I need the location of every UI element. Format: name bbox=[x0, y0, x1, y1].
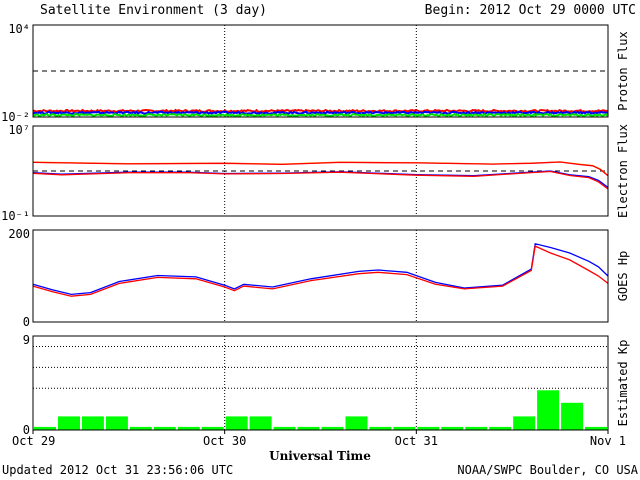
kp-bar bbox=[201, 426, 224, 430]
x-tick-labels: Oct 29 Oct 30 Oct 31 Nov 1 bbox=[12, 430, 626, 448]
series-red-line bbox=[32, 170, 609, 190]
begin-time: Begin: 2012 Oct 29 0000 UTC bbox=[425, 3, 636, 18]
series-green-line bbox=[32, 112, 609, 118]
kp-bar bbox=[561, 402, 584, 430]
series-red-line bbox=[32, 108, 608, 114]
kp-bar bbox=[297, 426, 320, 430]
kp-bar bbox=[34, 426, 56, 430]
panel-4: 9 0 Estimated Kp bbox=[23, 333, 630, 437]
panel-ylabel: GOES Hp bbox=[616, 251, 630, 302]
series-red-line bbox=[32, 161, 609, 177]
panel-ylabel: Estimated Kp bbox=[616, 340, 630, 427]
panel-ylabel: Electron Flux bbox=[616, 124, 630, 218]
kp-bar bbox=[58, 416, 80, 430]
panel-frame bbox=[32, 229, 609, 323]
kp-bar bbox=[321, 426, 344, 430]
credit: NOAA/SWPC Boulder, CO USA bbox=[457, 463, 638, 477]
y-tick-top: 9 bbox=[23, 333, 30, 347]
x-tick-label: Oct 31 bbox=[395, 434, 438, 448]
kp-bar bbox=[393, 426, 416, 430]
kp-bar bbox=[273, 426, 296, 430]
y-tick-top: 10⁷ bbox=[8, 123, 30, 137]
chart-title: Satellite Environment (3 day) bbox=[40, 3, 267, 18]
panel-3: 200 0 GOES Hp bbox=[8, 227, 630, 329]
panels: 10⁴ 10⁻² Proton Flux 10⁷ 10⁻¹ Electron Flux 20… bbox=[1, 22, 630, 437]
y-tick-top: 10⁴ bbox=[8, 22, 30, 36]
kp-bar bbox=[489, 426, 512, 430]
kp-bar bbox=[153, 426, 176, 430]
x-tick-label: Nov 1 bbox=[590, 434, 626, 448]
series-red-line bbox=[32, 245, 609, 297]
y-tick-bottom: 0 bbox=[23, 315, 30, 329]
x-tick-label: Oct 30 bbox=[203, 434, 246, 448]
kp-bar bbox=[537, 390, 560, 430]
kp-bar bbox=[345, 416, 368, 430]
kp-bar bbox=[105, 416, 128, 430]
kp-bar bbox=[249, 416, 272, 430]
panel-ylabel: Proton Flux bbox=[616, 31, 630, 110]
kp-bar bbox=[81, 416, 104, 430]
kp-bar bbox=[417, 426, 440, 430]
x-tick-label: Oct 29 bbox=[12, 434, 55, 448]
kp-bar bbox=[177, 426, 200, 430]
series-blue-line bbox=[32, 110, 608, 115]
y-tick-top: 200 bbox=[8, 227, 30, 241]
panel-2: 10⁷ 10⁻¹ Electron Flux bbox=[1, 123, 630, 223]
x-axis-label: Universal Time bbox=[269, 449, 371, 463]
kp-bar bbox=[465, 426, 488, 430]
series-blue-line bbox=[32, 243, 609, 296]
panel-1: 10⁴ 10⁻² Proton Flux bbox=[1, 22, 630, 124]
kp-bar bbox=[585, 426, 607, 430]
kp-bar bbox=[369, 426, 392, 430]
kp-bar bbox=[513, 416, 536, 430]
y-tick-bottom: 0 bbox=[23, 423, 30, 437]
kp-bar bbox=[225, 416, 248, 430]
updated-timestamp: Updated 2012 Oct 31 23:56:06 UTC bbox=[2, 463, 233, 477]
kp-bar bbox=[441, 426, 464, 430]
kp-bar bbox=[129, 426, 152, 430]
panel-frame bbox=[32, 335, 609, 431]
panel-frame bbox=[32, 24, 609, 118]
y-tick-bottom: 10⁻² bbox=[1, 110, 30, 124]
y-tick-bottom: 10⁻¹ bbox=[1, 209, 30, 223]
panel-frame bbox=[32, 125, 609, 217]
